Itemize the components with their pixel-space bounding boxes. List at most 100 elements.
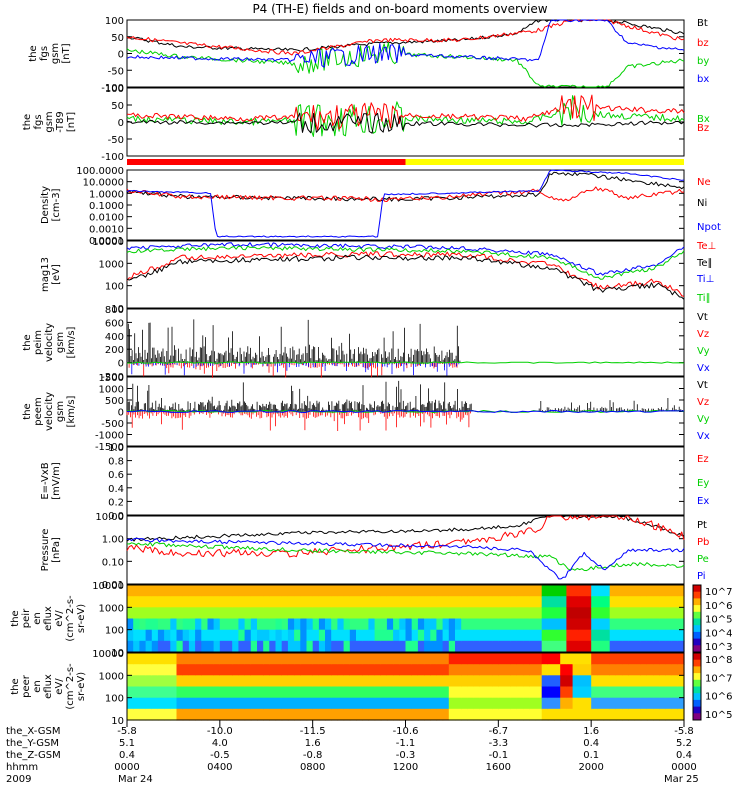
spikes-vx-ion	[126, 362, 460, 376]
heatmap-cell	[182, 618, 190, 631]
x-value: -3.3	[489, 738, 509, 749]
x-value: -5.8	[674, 726, 694, 737]
legend-0: Pt	[697, 520, 707, 531]
heatmap-cell	[188, 596, 196, 608]
heatmap-cell	[541, 618, 549, 631]
heatmap-cell	[127, 629, 134, 642]
heatmap-cell	[269, 708, 277, 721]
heatmap-cell	[510, 585, 518, 597]
heatmap-cell	[263, 708, 270, 721]
heatmap-cell	[325, 607, 332, 620]
heatmap-cell	[343, 697, 351, 710]
heatmap-cell	[306, 629, 314, 642]
heatmap-cell	[597, 708, 605, 721]
heatmap-cell	[263, 653, 270, 665]
heatmap-cell	[653, 585, 660, 597]
heatmap-cell	[380, 629, 388, 642]
heatmap-cell	[244, 640, 252, 653]
heatmap-cell	[349, 607, 357, 620]
heatmap-cell	[436, 585, 444, 597]
heatmap-cell	[591, 664, 598, 676]
heatmap-cell	[157, 675, 165, 688]
heatmap-cell	[226, 640, 233, 653]
heatmap-cell	[498, 618, 506, 631]
heatmap-cell	[585, 607, 592, 620]
heatmap-cell	[566, 675, 574, 688]
heatmap-cell	[343, 585, 351, 597]
heatmap-cell	[325, 675, 332, 688]
heatmap-cell	[516, 618, 524, 631]
heatmap-cell	[541, 686, 549, 699]
heatmap-cell	[628, 585, 636, 597]
heatmap-cell	[139, 697, 147, 710]
spikes-vt-ele-late	[538, 398, 683, 412]
heatmap-cell	[213, 697, 221, 710]
x-value: -0.1	[489, 750, 509, 761]
spikes-vz-ele	[126, 411, 471, 431]
x-value: 0400	[207, 762, 232, 773]
status-bar-yellow	[405, 159, 684, 165]
heatmap-cell	[269, 686, 277, 699]
heatmap-cell	[659, 664, 666, 676]
heatmap-cell	[566, 664, 574, 676]
heatmap-cell	[504, 708, 512, 721]
y-axis-label: gsm	[44, 111, 55, 132]
legend-1: Ey	[697, 478, 709, 489]
heatmap-cell	[250, 697, 258, 710]
heatmap-cell	[455, 653, 462, 665]
heatmap-cell	[207, 640, 215, 653]
y-tick-label: 0.10	[102, 557, 124, 568]
heatmap-cell	[523, 675, 530, 688]
heatmap-cell	[201, 607, 209, 620]
heatmap-cell	[275, 585, 283, 597]
heatmap-cell	[393, 708, 400, 721]
heatmap-cell	[436, 596, 444, 608]
y-tick-label: -50	[108, 135, 124, 146]
colorbar-segment	[693, 625, 701, 633]
heatmap-cell	[591, 596, 598, 608]
heatmap-cell	[677, 664, 685, 676]
heatmap-cell	[393, 618, 400, 631]
heatmap-cell	[448, 664, 456, 676]
heatmap-cell	[257, 708, 264, 721]
panel-3: 10000 1000 100 10 mag13 [eV] Te⊥ Te∥ Ti⊥ Ti∥	[40, 237, 716, 315]
heatmap-cell	[523, 596, 530, 608]
heatmap-cell	[659, 653, 666, 665]
heatmap-cell	[380, 686, 388, 699]
heatmap-cell	[337, 675, 345, 688]
heatmap-cell	[393, 697, 400, 710]
heatmap-cell	[473, 629, 481, 642]
heatmap-cell	[349, 664, 357, 676]
heatmap-cell	[399, 675, 407, 688]
heatmap-cell	[442, 675, 450, 688]
heatmap-cell	[430, 618, 438, 631]
heatmap-cell	[467, 664, 475, 676]
heatmap-cell	[127, 686, 134, 699]
heatmap-cell	[257, 653, 264, 665]
heatmap-cell	[145, 697, 153, 710]
y-tick-label: 1000	[99, 671, 124, 682]
heatmap-cell	[318, 708, 326, 721]
heatmap-cell	[133, 607, 140, 620]
heatmap-cell	[486, 675, 493, 688]
heatmap-cell	[380, 708, 388, 721]
heatmap-cell	[275, 640, 283, 653]
heatmap-cell	[479, 607, 487, 620]
heatmap-cell	[417, 640, 425, 653]
heatmap-cell	[510, 664, 518, 676]
heatmap-cell	[665, 596, 673, 608]
heatmap-cell	[151, 686, 159, 699]
heatmap-cell	[219, 585, 227, 597]
heatmap-cell	[597, 629, 605, 642]
heatmap-cell	[213, 618, 221, 631]
heatmap-cell	[201, 664, 209, 676]
heatmap-cell	[133, 585, 140, 597]
heatmap-cell	[504, 697, 512, 710]
heatmap-cell	[442, 708, 450, 721]
panel-frame	[126, 446, 685, 516]
heatmap-cell	[634, 708, 642, 721]
heatmap-cell	[127, 607, 134, 620]
heatmap-cell	[405, 607, 413, 620]
heatmap-cell	[368, 664, 376, 676]
heatmap-cell	[219, 675, 227, 688]
